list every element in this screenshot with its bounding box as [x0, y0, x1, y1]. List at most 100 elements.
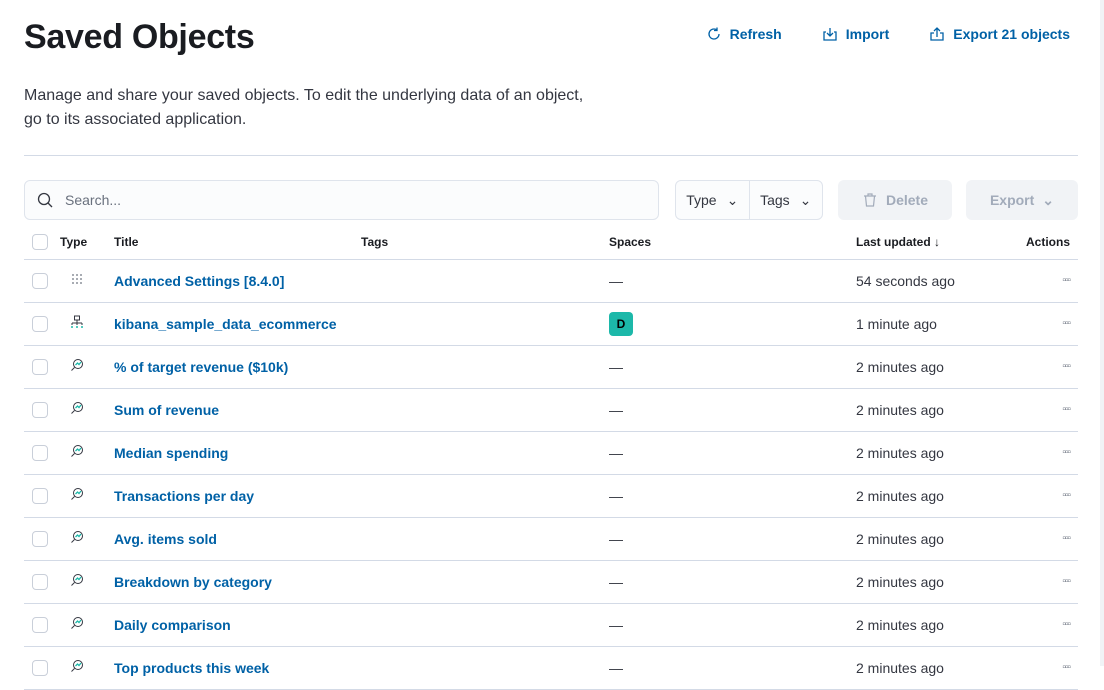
last-updated-label: Last updated	[856, 235, 931, 250]
last-updated: 2 minutes ago	[856, 401, 944, 418]
object-title-link[interactable]: Top products this week	[114, 659, 270, 676]
export-all-button[interactable]: Export 21 objects	[929, 26, 1070, 42]
import-icon	[823, 28, 837, 41]
column-type[interactable]: Type	[60, 226, 114, 260]
row-checkbox[interactable]	[32, 573, 48, 590]
actions-menu-icon[interactable]: ▫▫▫	[1062, 662, 1071, 673]
filter-group: Type ⌄ Tags ⌄	[675, 180, 823, 220]
chevron-down-icon: ⌄	[1042, 191, 1055, 208]
export-button[interactable]: Export ⌄	[966, 180, 1078, 220]
search-box[interactable]	[24, 180, 659, 220]
row-checkbox[interactable]	[32, 444, 48, 461]
saved-objects-table: Type Title Tags Spaces Last updated ↓ Ac…	[24, 226, 1078, 690]
delete-button[interactable]: Delete	[838, 180, 952, 220]
table-row: Transactions per day — 2 minutes ago ▫▫▫	[24, 474, 1078, 518]
delete-label: Delete	[885, 192, 929, 208]
actions-menu-icon[interactable]: ▫▫▫	[1062, 576, 1071, 587]
visualization-type-icon	[70, 488, 84, 504]
export-label: Export	[989, 192, 1035, 208]
visualization-type-icon	[70, 660, 84, 676]
actions-menu-icon[interactable]: ▫▫▫	[1062, 318, 1071, 329]
actions-menu-icon[interactable]: ▫▫▫	[1062, 361, 1071, 372]
spaces-empty: —	[609, 487, 623, 504]
table-row: Avg. items sold — 2 minutes ago ▫▫▫	[24, 517, 1078, 561]
spaces-empty: —	[609, 573, 623, 590]
actions-menu-icon[interactable]: ▫▫▫	[1062, 619, 1071, 630]
refresh-label: Refresh	[729, 26, 782, 42]
object-title-link[interactable]: Median spending	[114, 444, 229, 461]
visualization-type-icon	[70, 402, 84, 418]
last-updated: 2 minutes ago	[856, 530, 944, 547]
tags-filter-button[interactable]: Tags ⌄	[748, 181, 823, 219]
visualization-type-icon	[70, 445, 84, 461]
last-updated: 2 minutes ago	[856, 616, 944, 633]
sort-descending-icon: ↓	[934, 235, 941, 250]
refresh-icon	[707, 27, 720, 40]
table-row: Top products this week — 2 minutes ago ▫…	[24, 646, 1078, 690]
row-checkbox[interactable]	[32, 315, 48, 332]
column-spaces: Spaces	[609, 226, 856, 260]
column-actions: Actions	[1001, 226, 1078, 260]
column-title[interactable]: Title	[114, 226, 361, 260]
search-input[interactable]	[65, 192, 625, 208]
refresh-button[interactable]: Refresh	[706, 26, 782, 42]
row-checkbox[interactable]	[32, 487, 48, 504]
object-title-link[interactable]: Sum of revenue	[114, 401, 220, 418]
spaces-empty: —	[609, 272, 623, 289]
actions-menu-icon[interactable]: ▫▫▫	[1062, 275, 1071, 286]
type-filter-label: Type	[686, 192, 717, 208]
actions-menu-icon[interactable]: ▫▫▫	[1062, 490, 1071, 501]
spaces-empty: —	[609, 358, 623, 375]
last-updated: 2 minutes ago	[856, 659, 944, 676]
last-updated: 2 minutes ago	[856, 444, 944, 461]
object-title-link[interactable]: Advanced Settings [8.4.0]	[114, 272, 285, 289]
actions-menu-icon[interactable]: ▫▫▫	[1062, 404, 1071, 415]
table-row: kibana_sample_data_ecommerce D 1 minute …	[24, 302, 1078, 346]
object-title-link[interactable]: Transactions per day	[114, 487, 255, 504]
last-updated: 2 minutes ago	[856, 358, 944, 375]
select-all-checkbox[interactable]	[32, 234, 48, 251]
spaces-empty: —	[609, 616, 623, 633]
last-updated: 54 seconds ago	[856, 272, 955, 289]
visualization-type-icon	[70, 617, 84, 633]
actions-menu-icon[interactable]: ▫▫▫	[1062, 533, 1071, 544]
row-checkbox[interactable]	[32, 530, 48, 547]
actions-menu-icon[interactable]: ▫▫▫	[1062, 447, 1071, 458]
visualization-type-icon	[70, 574, 84, 590]
spaces-empty: —	[609, 530, 623, 547]
visualization-type-icon	[70, 359, 84, 375]
table-row: Median spending — 2 minutes ago ▫▫▫	[24, 431, 1078, 475]
object-title-link[interactable]: kibana_sample_data_ecommerce	[114, 315, 337, 332]
object-title-link[interactable]: Daily comparison	[114, 616, 231, 633]
object-title-link[interactable]: % of target revenue ($10k)	[114, 358, 289, 375]
space-badge[interactable]: D	[609, 311, 633, 336]
last-updated: 1 minute ago	[856, 315, 937, 332]
object-title-link[interactable]: Breakdown by category	[114, 573, 272, 590]
last-updated: 2 minutes ago	[856, 487, 944, 504]
object-title-link[interactable]: Avg. items sold	[114, 530, 217, 547]
search-icon	[37, 192, 53, 208]
column-last-updated[interactable]: Last updated ↓	[856, 226, 1002, 260]
row-checkbox[interactable]	[32, 272, 48, 289]
table-row: Sum of revenue — 2 minutes ago ▫▫▫	[24, 388, 1078, 432]
trash-icon	[863, 193, 876, 207]
spaces-empty: —	[609, 401, 623, 418]
divider	[24, 155, 1078, 156]
config-type-icon	[70, 273, 84, 289]
row-checkbox[interactable]	[32, 358, 48, 375]
page-description: Manage and share your saved objects. To …	[24, 87, 584, 128]
table-row: % of target revenue ($10k) — 2 minutes a…	[24, 345, 1078, 389]
column-tags: Tags	[361, 226, 609, 260]
type-filter-button[interactable]: Type ⌄	[676, 181, 749, 219]
chevron-down-icon: ⌄	[726, 191, 739, 208]
export-all-label: Export 21 objects	[953, 26, 1070, 42]
import-button[interactable]: Import	[822, 26, 890, 42]
index-pattern-type-icon	[70, 315, 84, 332]
table-row: Breakdown by category — 2 minutes ago ▫▫…	[24, 560, 1078, 604]
row-checkbox[interactable]	[32, 401, 48, 418]
row-checkbox[interactable]	[32, 659, 48, 676]
row-checkbox[interactable]	[32, 616, 48, 633]
spaces-empty: —	[609, 444, 623, 461]
chevron-down-icon: ⌄	[799, 191, 812, 208]
import-label: Import	[845, 26, 890, 42]
